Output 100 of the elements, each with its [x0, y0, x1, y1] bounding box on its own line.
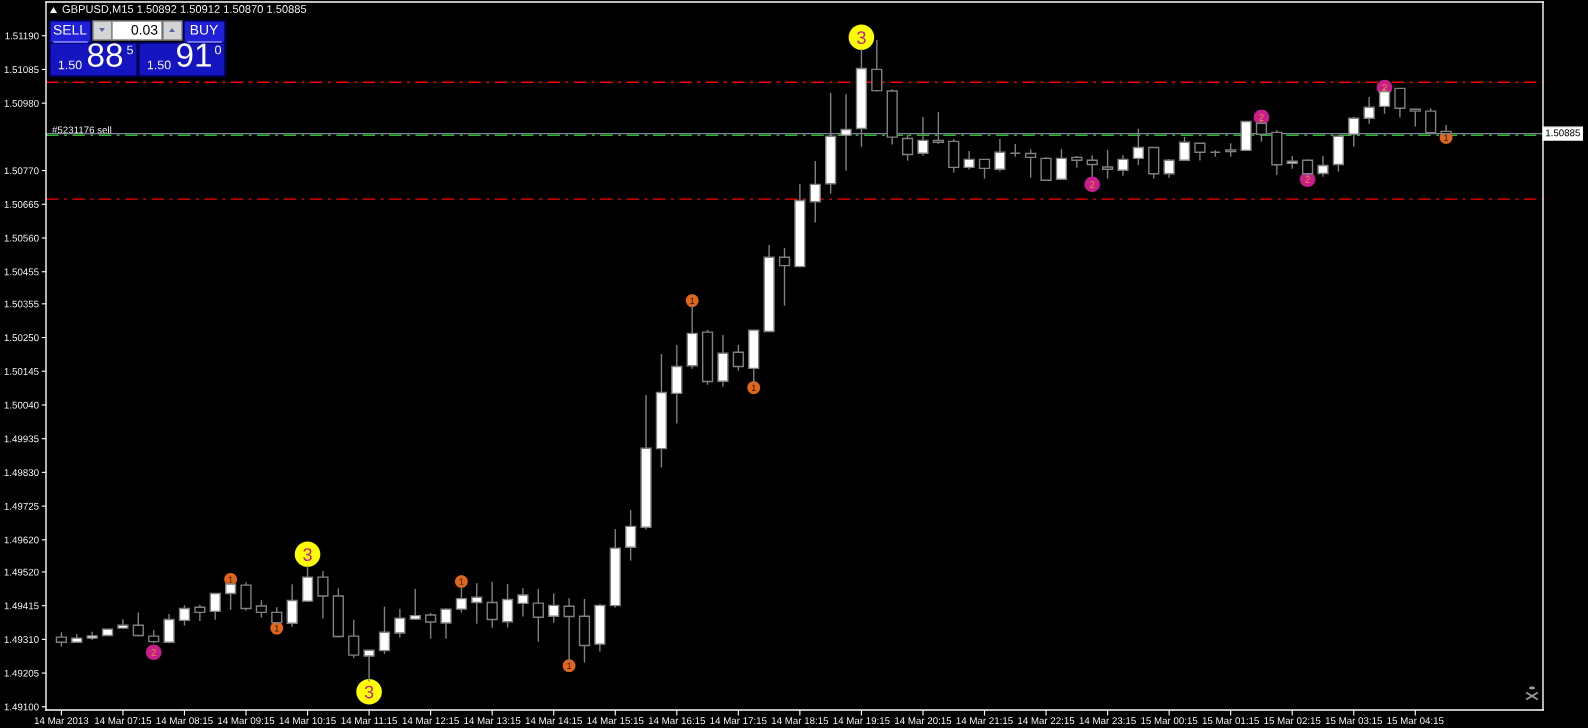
text: 1 — [751, 384, 756, 391]
text: 1 — [228, 576, 233, 583]
candlestick — [1132, 128, 1144, 166]
x-tick-label: 14 Mar 21:15 — [956, 717, 1013, 725]
text: 1 — [274, 625, 279, 632]
candlestick — [117, 618, 129, 630]
x-tick-label: 14 Mar 13:15 — [464, 717, 521, 725]
candlestick — [732, 344, 744, 372]
candlestick — [1055, 148, 1068, 180]
candlestick — [363, 648, 375, 683]
candlestick — [1040, 156, 1052, 181]
candlestick — [132, 611, 144, 638]
text: 2 — [151, 648, 156, 656]
candlestick — [178, 604, 191, 627]
annotation: 88 — [87, 43, 123, 67]
candlestick — [1394, 87, 1406, 119]
candlestick — [425, 612, 437, 640]
candlestick — [471, 582, 483, 625]
x-tick-label: 14 Mar 2013 — [34, 717, 89, 725]
x-tick-label: 14 Mar 08:15 — [156, 717, 213, 725]
candlestick — [625, 509, 637, 562]
candlestick — [1163, 158, 1175, 179]
candlestick — [240, 581, 252, 612]
x-tick-label: 14 Mar 23:15 — [1079, 717, 1136, 725]
candlestick — [348, 619, 360, 659]
x-tick-label: 15 Mar 04:15 — [1387, 717, 1444, 725]
x-tick-label: 14 Mar 12:15 — [402, 717, 459, 725]
series-label: 3 — [857, 31, 866, 45]
annotation: BUY — [190, 25, 218, 35]
candlestick — [840, 93, 852, 172]
candlestick — [809, 160, 821, 224]
x-tick-label: 14 Mar 20:15 — [895, 717, 952, 725]
y-tick-label: 1.49100 — [4, 703, 39, 711]
candlestick — [1425, 107, 1437, 134]
x-tick-label: 14 Mar 09:15 — [218, 717, 275, 725]
y-tick-label: 1.49935 — [4, 435, 39, 443]
x-tick-label: 15 Mar 02:15 — [1264, 717, 1321, 725]
candlestick — [548, 592, 560, 624]
candlestick — [394, 608, 406, 639]
y-tick-label: 1.50355 — [4, 300, 39, 308]
x-tick-label: 14 Mar 16:15 — [648, 717, 706, 725]
x-tick-label: 14 Mar 18:15 — [771, 717, 829, 725]
candlestick — [917, 116, 929, 157]
x-tick-label: 14 Mar 07:15 — [95, 717, 152, 725]
candlestick — [963, 150, 975, 171]
candlestick — [1348, 115, 1360, 148]
x-tick-label: 14 Mar 17:15 — [710, 717, 767, 725]
candlestick — [871, 39, 883, 93]
candlestick — [1363, 96, 1375, 125]
text: 2 — [1259, 114, 1264, 121]
y-tick-label: 1.49830 — [4, 469, 39, 477]
annotation: 0 — [215, 45, 221, 55]
candlestick — [1317, 155, 1329, 178]
x-tick-label: 15 Mar 03:15 — [1325, 717, 1382, 725]
text: 1 — [567, 662, 572, 669]
y-tick-label: 1.49520 — [4, 568, 39, 576]
text: 1 — [690, 297, 695, 304]
candlestick — [1025, 148, 1037, 179]
text: 2 — [1305, 175, 1310, 183]
x-tick-label: 14 Mar 11:15 — [341, 717, 397, 725]
candlestick — [778, 247, 791, 307]
x-tick-label: 14 Mar 14:15 — [525, 717, 582, 725]
candlestick — [486, 581, 498, 629]
y-tick-label: 1.50560 — [4, 234, 39, 242]
candlestick — [286, 583, 298, 628]
text: 3 — [364, 685, 374, 699]
y-tick-label: 1.49205 — [4, 669, 39, 677]
y-tick-label: 1.49620 — [4, 536, 39, 544]
y-tick-label: 1.51190 — [5, 32, 39, 40]
candlestick — [932, 111, 944, 145]
annotation: 0.03 — [131, 24, 158, 35]
series-label: 2 — [1089, 181, 1095, 188]
x-tick-label: 15 Mar 00:15 — [1141, 717, 1198, 725]
y-tick-label: 1.50980 — [4, 99, 39, 107]
candlestick — [1178, 136, 1191, 161]
annotation: SELL — [53, 24, 87, 35]
candlestick — [440, 607, 452, 640]
x-tick-label: 14 Mar 22:15 — [1018, 717, 1075, 725]
x-tick-label: 14 Mar 10:15 — [279, 717, 336, 725]
y-tick-label: 1.50665 — [4, 201, 39, 208]
annotation: 5 — [127, 45, 133, 55]
candlestick — [978, 158, 991, 180]
annotation: 1.50 — [147, 60, 171, 70]
ref-line-label: #5231176 sell — [52, 126, 112, 134]
candlestick — [209, 592, 221, 621]
y-tick-label: 1.50770 — [4, 167, 39, 175]
y-tick-label: 1.50040 — [4, 401, 39, 409]
y-tick-label: 1.49725 — [4, 502, 39, 510]
annotation: 1.50 — [58, 60, 82, 70]
ref-line-label: 1.50885 — [1545, 129, 1580, 137]
x-tick-label: 14 Mar 15:15 — [587, 717, 644, 725]
text: 2 — [1382, 84, 1387, 91]
text: 1 — [1444, 134, 1449, 141]
x-tick-label: 15 Mar 01:15 — [1202, 717, 1259, 725]
candlestick — [517, 587, 529, 618]
candlestick — [409, 588, 421, 620]
candlestick — [1117, 154, 1129, 177]
candlestick — [994, 138, 1006, 173]
candlestick — [532, 588, 544, 643]
annotation: 91 — [177, 43, 211, 67]
